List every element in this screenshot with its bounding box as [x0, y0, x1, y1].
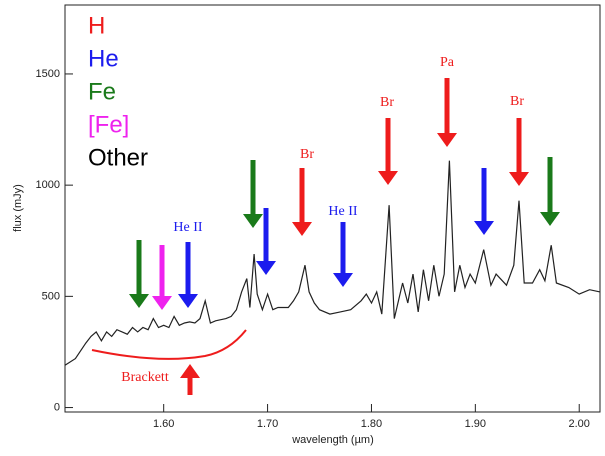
legend-label: Other	[88, 144, 148, 171]
arrow-head	[292, 222, 312, 236]
arrow-head	[180, 364, 200, 378]
x-tick-label: 1.80	[361, 418, 382, 430]
arrow-head	[243, 214, 263, 228]
annotation: He II	[173, 220, 202, 235]
annotation: Br	[510, 94, 524, 109]
x-tick-label: 1.60	[153, 418, 174, 430]
legend-label: [Fe]	[88, 111, 129, 138]
y-tick-label: 500	[42, 290, 60, 302]
arrow-head	[378, 171, 398, 185]
legend-label: Fe	[88, 78, 116, 105]
arrow-head	[437, 133, 457, 147]
spectrum-line	[64, 160, 601, 366]
arrow-head	[540, 212, 560, 226]
x-tick-label: 1.70	[257, 418, 278, 430]
plot-frame	[64, 4, 601, 413]
annotation: Pa	[440, 55, 455, 70]
legend-label: He	[88, 45, 119, 72]
annotation: Br	[380, 95, 394, 110]
y-tick-label: 1000	[36, 179, 60, 191]
brackett-curve	[91, 329, 247, 360]
y-tick-label: 1500	[36, 68, 60, 80]
arrow-head	[509, 172, 529, 186]
annotation: Br	[300, 147, 314, 162]
y-tick-label: 0	[54, 401, 60, 413]
arrow-head	[256, 261, 276, 275]
arrow-head	[152, 296, 172, 310]
annotation: He II	[328, 204, 357, 219]
arrow-head	[474, 221, 494, 235]
x-tick-label: 2.00	[569, 418, 590, 430]
x-axis-label: wavelength (µm)	[291, 434, 374, 446]
x-tick-label: 1.90	[465, 418, 486, 430]
arrow-head	[333, 273, 353, 287]
annotation: Brackett	[121, 370, 169, 385]
arrow-head	[129, 294, 149, 308]
legend-label: H	[88, 12, 105, 39]
y-axis-label: flux (mJy)	[12, 184, 24, 232]
arrow-head	[178, 294, 198, 308]
